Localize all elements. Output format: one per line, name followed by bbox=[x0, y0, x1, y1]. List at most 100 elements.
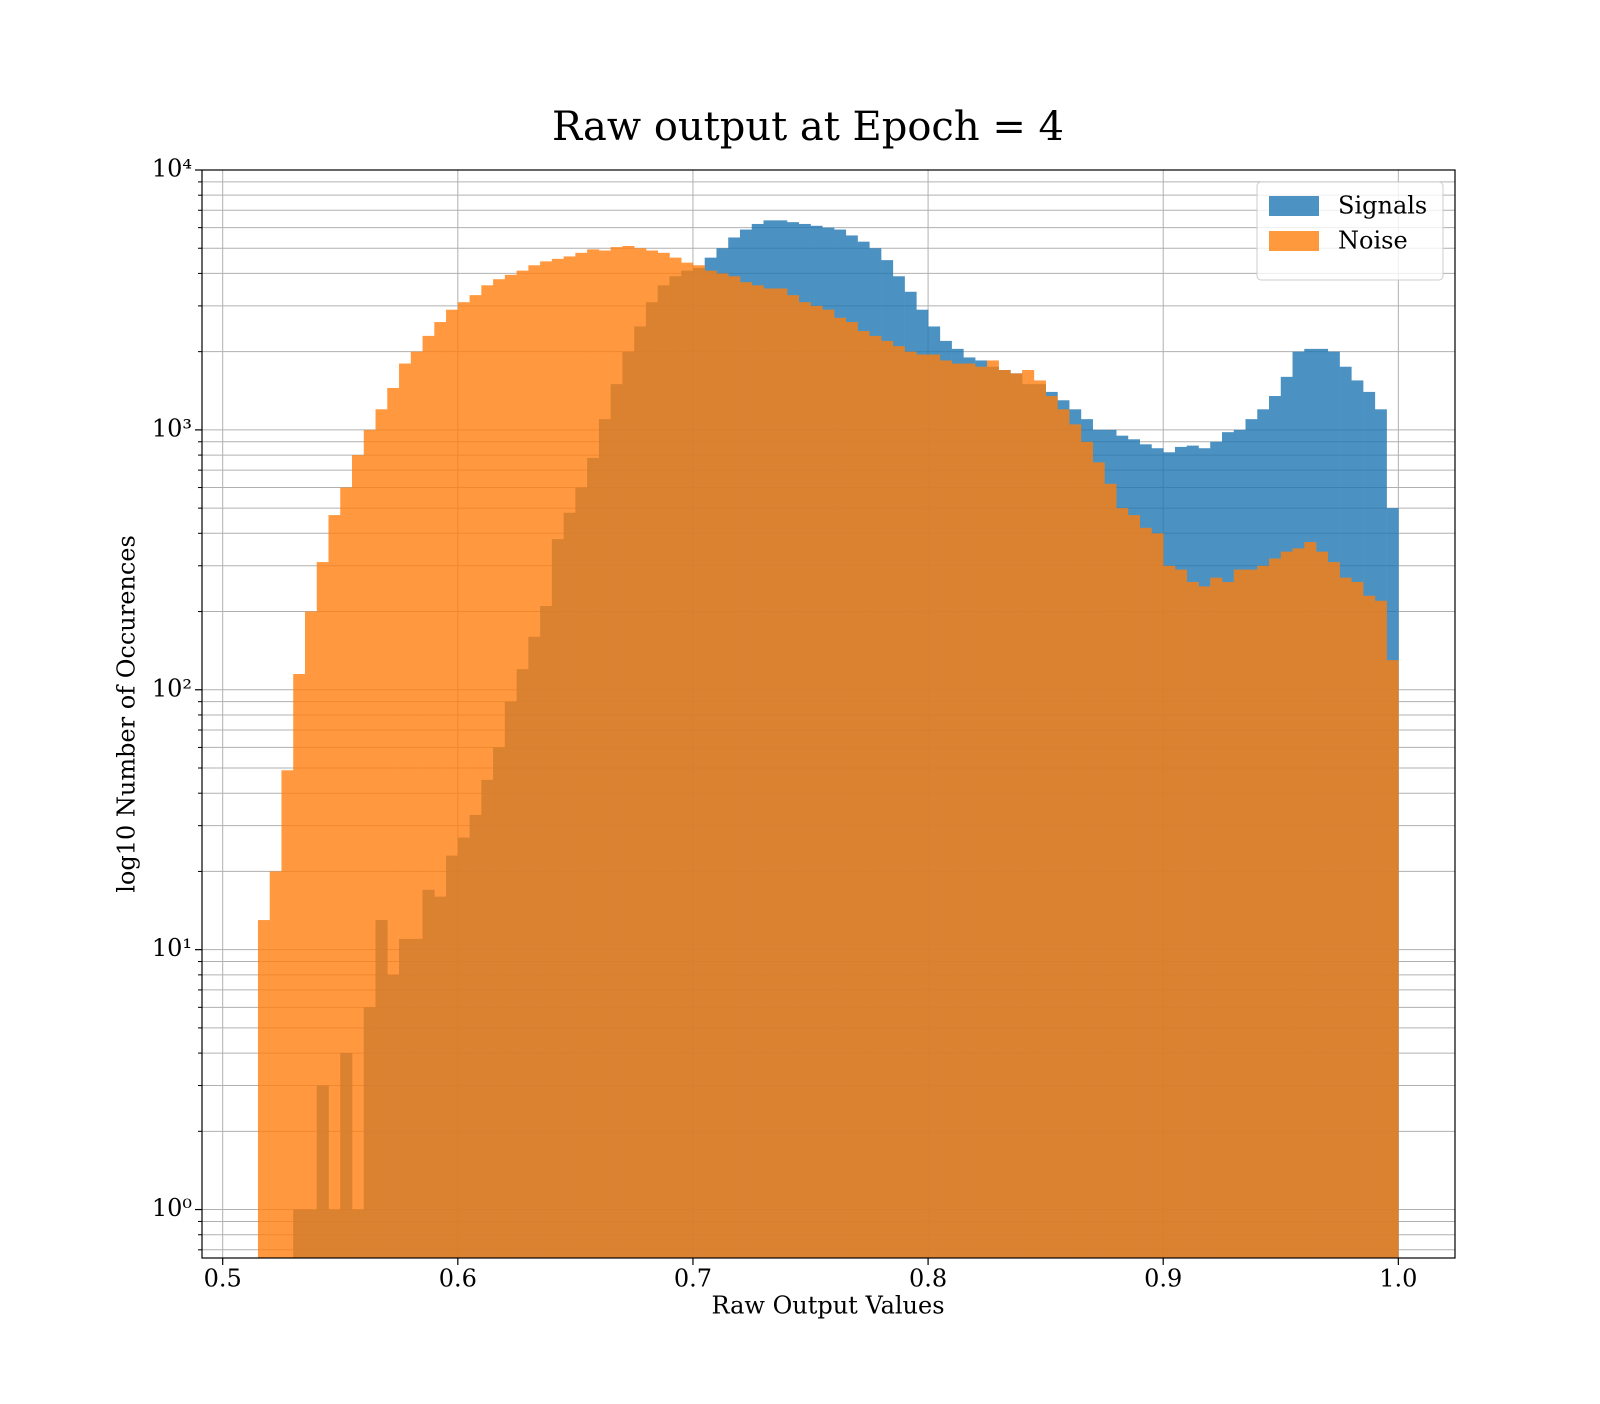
histogram-bar bbox=[410, 351, 423, 1258]
histogram-bar bbox=[1186, 581, 1199, 1258]
histogram-bar bbox=[1033, 380, 1046, 1258]
histogram-bar bbox=[1010, 373, 1023, 1258]
histogram-bar bbox=[563, 256, 576, 1258]
x-tick-label: 0.6 bbox=[439, 1265, 477, 1293]
histogram-bar bbox=[504, 274, 517, 1258]
histogram-bar bbox=[1174, 569, 1188, 1258]
histogram-bar bbox=[881, 340, 894, 1258]
histogram-bar bbox=[1116, 508, 1129, 1258]
histogram-bar bbox=[1139, 527, 1152, 1258]
histogram-bar bbox=[598, 250, 611, 1259]
histogram-bar bbox=[751, 285, 764, 1258]
histogram-bar bbox=[434, 322, 447, 1259]
histogram-bar bbox=[763, 288, 776, 1259]
histogram-bar bbox=[739, 282, 753, 1258]
histogram-bar bbox=[916, 354, 929, 1258]
histogram-bar bbox=[986, 360, 999, 1259]
histogram-bar bbox=[1363, 595, 1376, 1258]
histogram-bar bbox=[1304, 542, 1317, 1258]
histogram-bar bbox=[1163, 565, 1176, 1258]
histogram-bar bbox=[446, 309, 459, 1258]
x-axis-label: Raw Output Values bbox=[711, 1292, 944, 1320]
histogram-bar bbox=[1080, 441, 1093, 1259]
series-1 bbox=[257, 245, 1399, 1259]
x-tick-label: 0.5 bbox=[204, 1265, 242, 1293]
histogram-bar bbox=[681, 262, 694, 1258]
histogram-bar bbox=[704, 270, 717, 1258]
histogram-bar bbox=[692, 265, 706, 1258]
histogram-bar bbox=[622, 245, 635, 1258]
legend-swatch bbox=[1269, 196, 1319, 216]
histogram-bar bbox=[669, 257, 682, 1258]
histogram-bar bbox=[798, 302, 811, 1259]
histogram-bar bbox=[1339, 577, 1352, 1258]
histogram-bar bbox=[363, 429, 376, 1259]
histogram-bar bbox=[1198, 586, 1211, 1258]
histogram-bar bbox=[834, 317, 847, 1258]
histogram-bar bbox=[1233, 569, 1246, 1258]
histogram-bar bbox=[610, 247, 623, 1258]
histogram-bar bbox=[1221, 581, 1235, 1258]
y-tick-label: 10³ bbox=[152, 414, 192, 442]
histogram-bar bbox=[786, 295, 800, 1258]
x-tick-label: 0.9 bbox=[1144, 1265, 1182, 1293]
histogram-bar bbox=[375, 409, 388, 1259]
histogram-bar bbox=[975, 366, 988, 1258]
histogram-bar bbox=[269, 871, 282, 1258]
y-tick-label: 10⁴ bbox=[152, 155, 192, 183]
histogram-bar bbox=[1092, 462, 1105, 1259]
histogram-bar bbox=[551, 258, 564, 1258]
histogram-bar bbox=[1245, 569, 1258, 1258]
y-axis-label: log10 Number of Occurences bbox=[113, 535, 141, 893]
histogram-bar bbox=[293, 674, 306, 1258]
histogram-bar bbox=[892, 346, 905, 1258]
histogram-bar bbox=[457, 302, 470, 1259]
histogram-bar bbox=[1351, 581, 1364, 1258]
histogram-bar bbox=[845, 322, 858, 1259]
legend-swatch bbox=[1269, 231, 1319, 251]
histogram-bar bbox=[257, 920, 271, 1258]
histogram-bar bbox=[1269, 558, 1282, 1258]
histogram-bar bbox=[1127, 515, 1140, 1258]
histogram-bar bbox=[857, 331, 870, 1258]
histogram-bar bbox=[481, 285, 494, 1258]
histogram-bar bbox=[869, 335, 882, 1258]
histogram-bar bbox=[716, 273, 729, 1259]
histogram-bar bbox=[928, 354, 941, 1258]
histogram-bar bbox=[963, 363, 976, 1258]
histogram-bar bbox=[1104, 483, 1117, 1258]
histogram-bar bbox=[645, 250, 658, 1259]
histogram-bar bbox=[1057, 409, 1070, 1259]
histogram-bar bbox=[1386, 660, 1399, 1258]
histogram-bar bbox=[422, 335, 435, 1258]
histogram-bar bbox=[1022, 369, 1035, 1258]
histogram-bar bbox=[634, 248, 647, 1259]
histogram-bar bbox=[340, 487, 353, 1258]
histogram-bar bbox=[939, 360, 952, 1259]
histogram-bar bbox=[1257, 565, 1270, 1258]
histogram-bar bbox=[304, 611, 318, 1258]
x-tick-label: 1.0 bbox=[1379, 1265, 1417, 1293]
histogram-bar bbox=[469, 295, 482, 1258]
histogram-bar bbox=[399, 363, 412, 1258]
histogram-bar bbox=[1316, 551, 1329, 1258]
histogram-bar bbox=[387, 387, 400, 1258]
histogram-bar bbox=[1045, 396, 1058, 1258]
histogram-bar bbox=[1069, 424, 1082, 1259]
histogram-bar bbox=[587, 249, 600, 1259]
y-tick-label: 10⁰ bbox=[152, 1194, 192, 1222]
legend-label: Signals bbox=[1338, 192, 1427, 220]
histogram-bar bbox=[516, 270, 529, 1258]
histogram-bar bbox=[352, 455, 365, 1258]
histogram-bar bbox=[1374, 600, 1387, 1258]
histogram-bar bbox=[316, 562, 329, 1258]
histogram-bar bbox=[998, 369, 1011, 1258]
histogram-bar bbox=[1210, 577, 1223, 1258]
histogram-bar bbox=[728, 276, 741, 1258]
chart-title: Raw output at Epoch = 4 bbox=[552, 104, 1064, 150]
histogram-bar bbox=[657, 252, 670, 1259]
histogram-bar bbox=[493, 279, 506, 1258]
y-tick-label: 10¹ bbox=[152, 934, 192, 962]
histogram-bar bbox=[1327, 562, 1340, 1258]
